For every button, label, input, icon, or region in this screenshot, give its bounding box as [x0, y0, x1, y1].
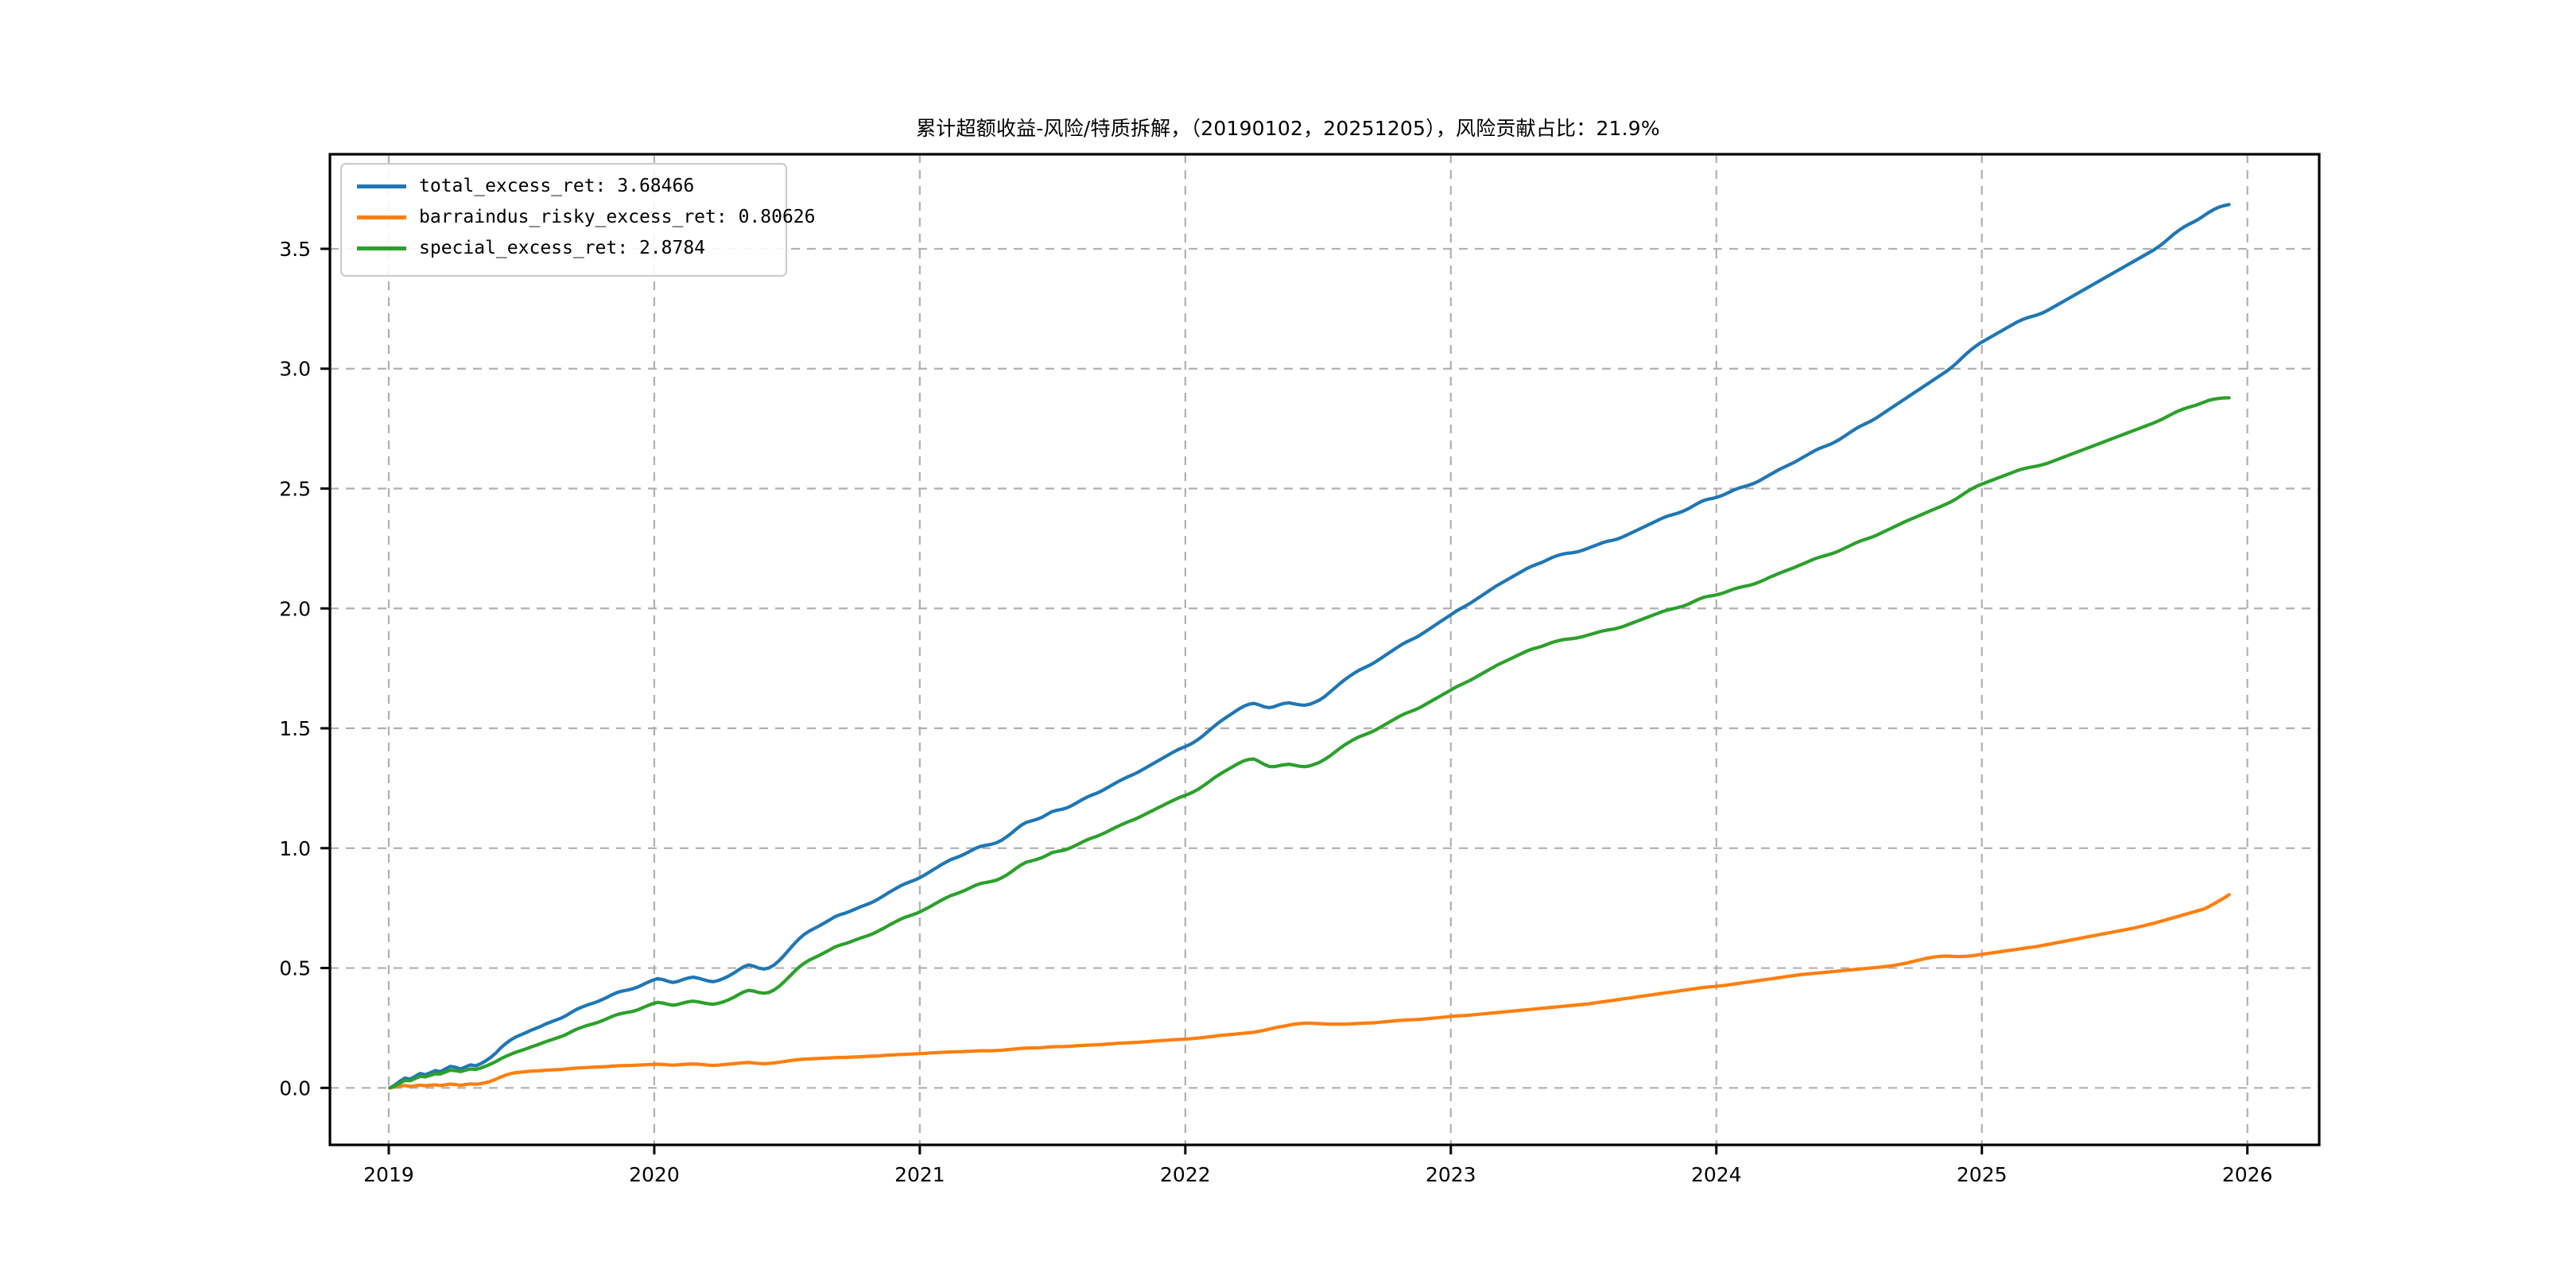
series-line-barraindus_risky_excess_ret	[388, 893, 2231, 1090]
legend-label-special_excess_ret: special_excess_ret: 2.8784	[419, 238, 705, 258]
y-axis-tick-labels: 0.0 0.5 1.0 1.5 2.0 2.5 3.0 3.5	[279, 238, 311, 1100]
y-tick-label: 2.5	[279, 477, 311, 500]
y-tick-label: 3.5	[279, 238, 311, 261]
y-tick-label: 3.0	[279, 358, 311, 381]
x-tick-label: 2021	[894, 1163, 945, 1186]
tick-marks-group	[320, 247, 2249, 1154]
x-tick-label: 2026	[2222, 1163, 2273, 1186]
axes-frame	[328, 153, 2321, 1146]
chart-title: 累计超额收益-风险/特质拆解，（20190102，20251205），风险贡献占…	[916, 117, 1660, 140]
y-tick-label: 0.0	[279, 1077, 311, 1100]
data-series-group	[388, 203, 2231, 1090]
x-axis-tick-labels: 2019 2020 2021 2022 2023 2024 2025 2026	[363, 1163, 2272, 1186]
legend-background	[339, 162, 788, 277]
chart-legend: total_excess_ret: 3.68466 barraindus_risk…	[339, 162, 816, 277]
legend-label-total_excess_ret: total_excess_ret: 3.68466	[419, 176, 694, 196]
series-line-special_excess_ret	[388, 396, 2231, 1090]
x-tick-label: 2024	[1691, 1163, 1742, 1186]
y-tick-label: 2.0	[279, 597, 311, 620]
x-tick-label: 2023	[1426, 1163, 1476, 1186]
series-line-total_excess_ret	[388, 203, 2231, 1090]
y-tick-label: 1.5	[279, 717, 311, 740]
legend-label-barraindus_risky_excess_ret: barraindus_risky_excess_ret: 0.80626	[419, 207, 816, 227]
gridlines-group	[330, 154, 2319, 1145]
x-tick-label: 2022	[1160, 1163, 1211, 1186]
x-tick-label: 2025	[1957, 1163, 2008, 1186]
axes-border	[328, 153, 2321, 1146]
y-tick-label: 1.0	[279, 837, 311, 860]
x-tick-label: 2020	[629, 1163, 680, 1186]
y-tick-label: 0.5	[279, 957, 311, 980]
x-tick-label: 2019	[363, 1163, 414, 1186]
